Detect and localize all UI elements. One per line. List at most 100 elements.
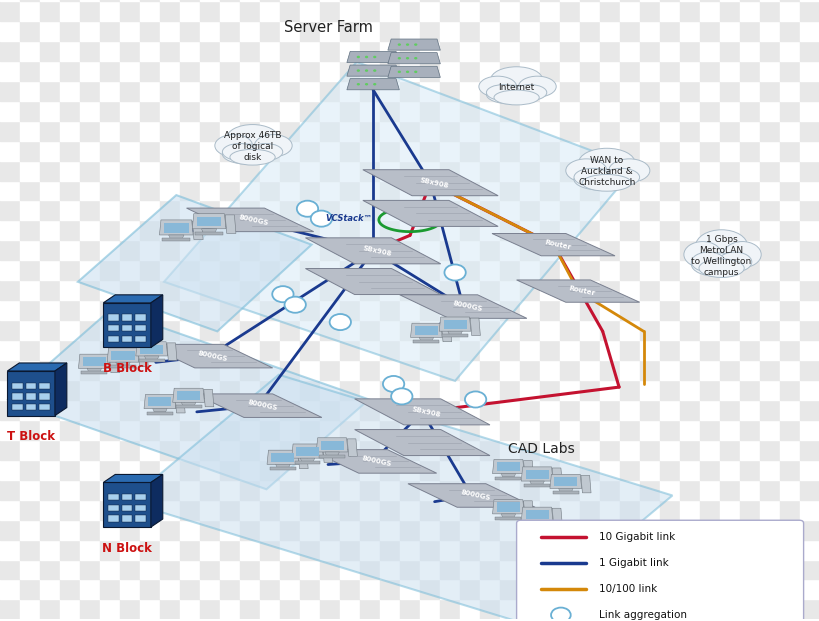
Circle shape (364, 83, 368, 86)
Text: N Block: N Block (102, 542, 152, 555)
Bar (759, 21, 779, 41)
Bar (80, 101, 100, 120)
Bar (195, 232, 223, 235)
Bar (319, 460, 340, 479)
Bar (619, 579, 639, 599)
Bar (719, 81, 739, 101)
Bar (459, 540, 479, 560)
Bar (459, 460, 479, 479)
Bar (103, 303, 151, 348)
Bar (0, 360, 20, 380)
Bar (759, 579, 779, 599)
Bar (300, 360, 319, 380)
Bar (240, 61, 260, 81)
Bar (20, 240, 40, 260)
Bar (379, 161, 400, 181)
Bar (419, 201, 440, 220)
Bar (20, 161, 40, 181)
Bar (759, 240, 779, 260)
Bar (699, 120, 719, 140)
Bar (440, 479, 459, 500)
Polygon shape (550, 474, 581, 489)
Bar (719, 500, 739, 520)
Bar (600, 320, 619, 340)
Bar (459, 61, 479, 81)
Bar (60, 460, 80, 479)
Bar (479, 579, 500, 599)
Bar (20, 0, 40, 1)
Bar (20, 21, 40, 41)
Bar (60, 599, 80, 619)
Bar (160, 280, 180, 300)
Bar (479, 400, 500, 420)
Bar (100, 1, 120, 21)
Bar (200, 520, 219, 540)
Bar (379, 0, 400, 1)
Bar (260, 280, 279, 300)
Bar (600, 340, 619, 360)
Bar (559, 120, 579, 140)
Bar (459, 440, 479, 460)
Bar (83, 357, 106, 366)
Bar (319, 320, 340, 340)
Bar (160, 540, 180, 560)
Bar (180, 260, 200, 280)
Circle shape (397, 71, 400, 73)
Bar (260, 21, 279, 41)
Bar (419, 0, 440, 1)
Bar (379, 579, 400, 599)
Bar (440, 240, 459, 260)
Polygon shape (300, 458, 314, 461)
Bar (0, 599, 20, 619)
Bar (799, 380, 819, 400)
Bar (240, 81, 260, 101)
Bar (739, 579, 759, 599)
Bar (319, 140, 340, 161)
Bar (200, 560, 219, 579)
Bar (719, 240, 739, 260)
Bar (40, 140, 60, 161)
Polygon shape (346, 65, 399, 76)
Bar (600, 420, 619, 440)
Bar (120, 280, 140, 300)
Bar (440, 220, 459, 240)
Bar (679, 41, 699, 61)
Polygon shape (346, 52, 399, 63)
Bar (600, 181, 619, 201)
Bar (300, 161, 319, 181)
Bar (495, 476, 521, 479)
Polygon shape (316, 438, 347, 452)
Bar (479, 479, 500, 500)
Bar (20, 479, 40, 500)
Bar (0, 21, 20, 41)
Bar (579, 540, 600, 560)
Bar (120, 101, 140, 120)
Bar (60, 380, 80, 400)
Bar (20, 420, 40, 440)
Bar (619, 300, 639, 320)
Bar (180, 220, 200, 240)
Bar (319, 340, 340, 360)
Bar (160, 81, 180, 101)
Polygon shape (181, 402, 196, 406)
Bar (379, 61, 400, 81)
Bar (300, 240, 319, 260)
Bar (80, 579, 100, 599)
Bar (40, 460, 60, 479)
Bar (579, 560, 600, 579)
Bar (140, 400, 160, 420)
Bar (25, 383, 36, 389)
Bar (340, 21, 360, 41)
Bar (459, 240, 479, 260)
Bar (540, 140, 559, 161)
Bar (39, 383, 50, 389)
Bar (759, 320, 779, 340)
Circle shape (373, 56, 376, 58)
Bar (340, 120, 360, 140)
Bar (739, 61, 759, 81)
Bar (699, 540, 719, 560)
Bar (419, 260, 440, 280)
Bar (200, 300, 219, 320)
Bar (340, 560, 360, 579)
Text: 8000GS: 8000GS (451, 301, 482, 312)
